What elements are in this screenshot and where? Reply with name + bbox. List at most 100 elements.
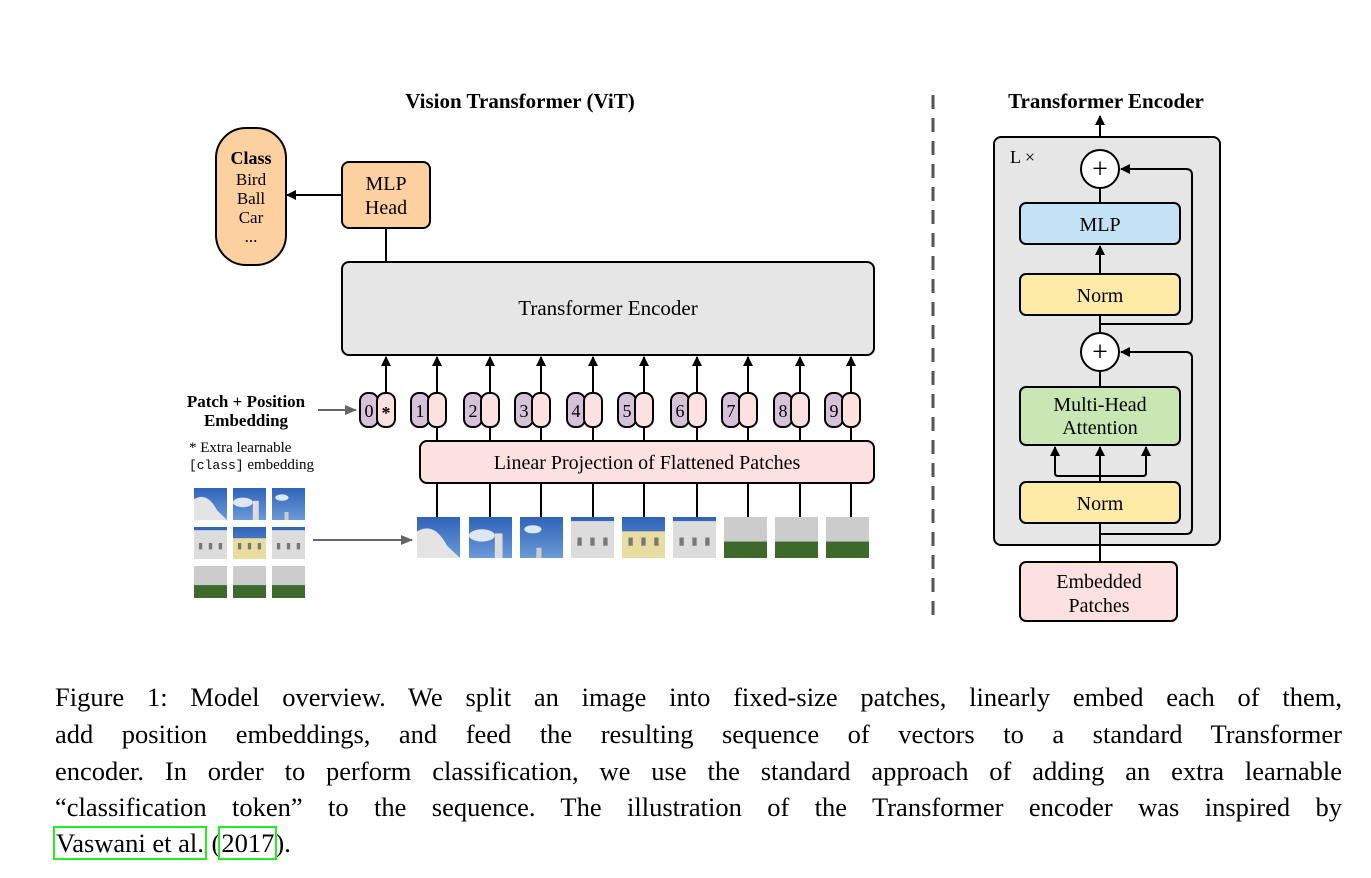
- token-index: 9: [830, 401, 839, 421]
- norm-box-top: Norm: [1019, 273, 1181, 316]
- transformer-encoder-box: Transformer Encoder: [341, 261, 875, 356]
- linear-projection-box: Linear Projection of Flattened Patches: [419, 440, 875, 484]
- class-item: ...: [245, 227, 258, 246]
- norm-box-bottom: Norm: [1019, 481, 1181, 524]
- class-item: Car: [239, 208, 264, 227]
- token-index: 8: [779, 401, 788, 421]
- patch-embedding-pill: [427, 392, 447, 428]
- position-token: 3: [514, 356, 551, 517]
- token-index: 7: [727, 401, 736, 421]
- patch-embedding-pill: [790, 392, 810, 428]
- patch-embedding-pill: [531, 392, 551, 428]
- patch-embedding-pill: [480, 392, 500, 428]
- multi-head-attention-box: Multi-Head Attention: [1019, 386, 1181, 446]
- class-title: Class: [230, 148, 271, 168]
- image-patch: [194, 527, 227, 559]
- embedded-patches-box: Embedded Patches: [1019, 561, 1178, 622]
- token-index: 4: [572, 401, 581, 421]
- svg-text:Norm: Norm: [1077, 285, 1124, 307]
- image-patch: [272, 527, 305, 559]
- patch-embedding-pill: [738, 392, 758, 428]
- svg-text:Embedded: Embedded: [1056, 571, 1142, 593]
- caption-line: “classification token” to the sequence. …: [55, 792, 1342, 822]
- image-patch: [775, 517, 818, 558]
- svg-text:MLP: MLP: [1079, 214, 1120, 236]
- class-embedding-note: [class] embedding: [189, 457, 315, 473]
- position-token: 1: [410, 356, 447, 517]
- svg-text:Attention: Attention: [1062, 417, 1138, 439]
- image-patch: [272, 488, 305, 520]
- position-token: 8: [773, 356, 810, 517]
- token-index: 3: [520, 401, 529, 421]
- image-patch: [520, 517, 563, 558]
- mlp-head-label: MLP: [365, 173, 406, 195]
- position-token: 6: [670, 356, 707, 517]
- image-patch: [233, 566, 266, 598]
- position-token: 2: [463, 356, 500, 517]
- mlp-head-label: Head: [365, 197, 407, 219]
- mlp-box: MLP: [1019, 202, 1181, 245]
- patch-embedding-pill: [376, 392, 396, 428]
- encoder-title: Transformer Encoder: [1008, 89, 1204, 113]
- caption-line: Vaswani et al. (2017).: [53, 825, 1342, 862]
- patch-embedding-pill: [687, 392, 707, 428]
- position-token: 4: [566, 356, 603, 517]
- svg-text:Norm: Norm: [1077, 493, 1124, 515]
- image-patch: [673, 517, 716, 558]
- patch-position-label: Embedding: [204, 411, 289, 430]
- class-token-mark: *: [382, 403, 391, 423]
- token-index: 6: [676, 401, 685, 421]
- transformer-encoder-label: Transformer Encoder: [518, 296, 697, 320]
- image-patch: [826, 517, 869, 558]
- svg-text:Multi-Head: Multi-Head: [1053, 394, 1146, 416]
- class-output-box: Class Bird Ball Car ...: [215, 127, 287, 266]
- mlp-head-box: MLP Head: [341, 161, 431, 229]
- token-index: 1: [416, 401, 425, 421]
- position-token: 0 *: [359, 356, 396, 428]
- citation-author-link[interactable]: Vaswani et al.: [53, 826, 207, 860]
- caption-text: (: [204, 828, 221, 858]
- citation-year-link[interactable]: 2017: [218, 826, 278, 860]
- residual-path-attention: [1100, 347, 1193, 535]
- patch-position-label: Patch + Position: [187, 392, 306, 411]
- add-node-bottom: +: [1080, 332, 1120, 372]
- caption-line: add position embeddings, and feed the re…: [55, 719, 1342, 749]
- token-index: 5: [623, 401, 632, 421]
- image-patch: [571, 517, 614, 558]
- linear-projection-label: Linear Projection of Flattened Patches: [494, 452, 801, 474]
- token-index: 2: [469, 401, 478, 421]
- position-token: 5: [617, 356, 654, 517]
- patch-row: [417, 517, 869, 558]
- image-patch: [417, 517, 460, 558]
- vit-diagram: Vision Transformer (ViT) Class Bird Ball…: [187, 89, 1221, 622]
- vit-title: Vision Transformer (ViT): [405, 89, 634, 113]
- caption-text: ).: [275, 828, 291, 858]
- extra-learnable-note: * Extra learnable: [189, 440, 292, 456]
- caption-line: encoder. In order to perform classificat…: [55, 756, 1342, 786]
- image-patch: [724, 517, 767, 558]
- add-node-top: +: [1080, 149, 1120, 189]
- svg-text:+: +: [1092, 154, 1108, 185]
- svg-text:+: +: [1092, 337, 1108, 368]
- caption-line: Figure 1: Model overview. We split an im…: [55, 682, 1342, 712]
- image-patch: [469, 517, 512, 558]
- position-token: 7: [721, 356, 758, 517]
- token-row: 0 * 1 2 3 4 5 6 7 8 9: [359, 356, 861, 517]
- patch-embedding-pill: [634, 392, 654, 428]
- qkv-branch: [1054, 447, 1147, 477]
- image-patch: [272, 566, 305, 598]
- token-index: 0: [365, 401, 374, 421]
- class-item: Ball: [237, 189, 266, 208]
- class-item: Bird: [236, 170, 267, 189]
- image-patch: [233, 527, 266, 559]
- patch-embedding-pill: [841, 392, 861, 428]
- image-patch: [622, 517, 665, 558]
- repeat-label: L ×: [1010, 147, 1035, 167]
- position-token: 9: [824, 356, 861, 517]
- patch-embedding-pill: [583, 392, 603, 428]
- svg-text:Patches: Patches: [1068, 595, 1129, 617]
- image-patch: [233, 488, 266, 520]
- image-patch: [194, 566, 227, 598]
- image-patch: [194, 488, 227, 520]
